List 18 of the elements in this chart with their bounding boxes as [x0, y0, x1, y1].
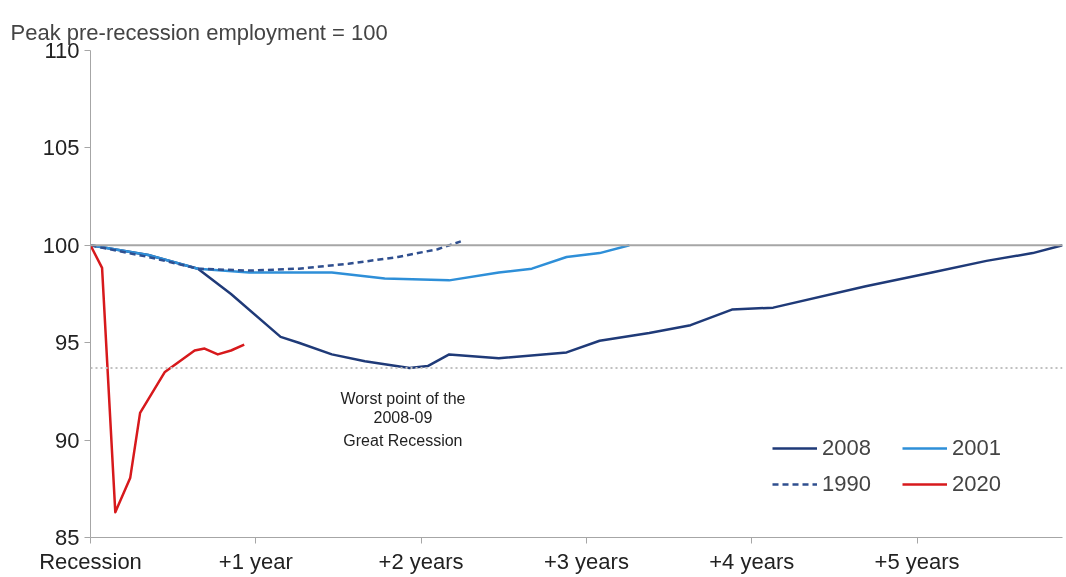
x-tick-label: Recession [39, 548, 142, 574]
x-tick-label: +2 years [378, 548, 464, 574]
line-series [90, 240, 463, 272]
y-tick-label: 90 [55, 427, 80, 453]
annotation: Worst point of the 2008-09 Great Recession [340, 390, 466, 450]
x-tick-label: +4 years [709, 548, 795, 574]
y-tick-label: 105 [42, 135, 80, 161]
x-tick-label: +3 years [543, 548, 629, 574]
y-tick-label: 85 [55, 525, 80, 550]
x-tick-label: +1 year [218, 548, 293, 574]
legend-label: 2020 [952, 471, 1002, 497]
legend-label: 1990 [822, 471, 872, 497]
legend-label: 2008 [822, 435, 872, 461]
y-tick-label: 95 [55, 330, 80, 356]
line-series [90, 244, 246, 514]
legend-label: 2001 [952, 435, 1002, 461]
x-tick-label: +5 years [874, 548, 960, 574]
y-tick-label: 100 [42, 232, 80, 258]
